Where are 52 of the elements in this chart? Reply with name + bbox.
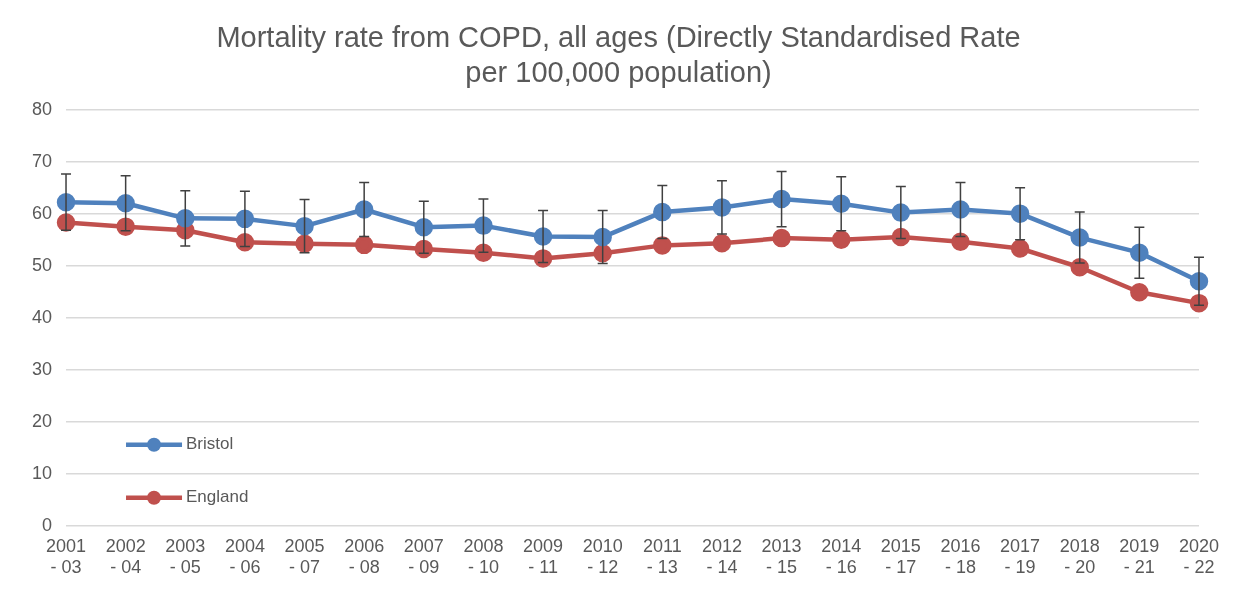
point (593, 227, 612, 247)
y-tick-label: 50 (31, 254, 53, 275)
x-tick-label: 2018 - 20 (1059, 535, 1100, 578)
point (116, 194, 135, 213)
x-tick-label: 2007 - 09 (403, 535, 444, 578)
point (1130, 243, 1149, 262)
x-tick-label: 2008 - 10 (463, 535, 504, 578)
y-tick-label: 60 (31, 202, 53, 223)
point (951, 200, 970, 219)
x-tick-label: 2017 - 19 (1000, 535, 1041, 578)
point (772, 189, 791, 209)
point (772, 228, 791, 248)
point (295, 234, 314, 254)
y-tick-label: 10 (31, 462, 53, 483)
y-tick-label: 30 (31, 358, 53, 379)
point (653, 202, 672, 222)
x-tick-label: 2010 - 12 (582, 535, 623, 578)
legend-label: Bristol (186, 434, 234, 454)
point (712, 234, 732, 253)
x-tick-label: 2001 - 03 (46, 535, 87, 578)
point (831, 230, 851, 249)
x-tick-label: 2011 - 13 (642, 535, 682, 578)
x-tick-label: 2013 - 15 (761, 535, 802, 578)
point (354, 235, 374, 255)
y-tick-label: 20 (31, 410, 53, 431)
x-tick-label: 2006 - 08 (344, 535, 385, 578)
x-tick-label: 2012 - 14 (701, 535, 742, 578)
point (295, 216, 314, 236)
x-tick-label: 2004 - 06 (224, 535, 265, 578)
point (1130, 282, 1149, 302)
x-tick-label: 2003 - 05 (165, 535, 206, 578)
x-tick-label: 2005 - 07 (284, 535, 325, 578)
point (951, 232, 970, 251)
point (653, 236, 672, 255)
y-tick-label: 0 (42, 514, 53, 535)
y-tick-label: 70 (31, 150, 53, 171)
x-tick-label: 2015 - 17 (880, 535, 921, 578)
chart-title: Mortality rate from COPD, all ages (Directly Standardised Rate per 100,000 population) (216, 21, 1021, 89)
point (1070, 228, 1089, 247)
legend-label: England (186, 487, 249, 507)
x-tick-label: 2009 - 11 (523, 535, 564, 578)
x-tick-label: 2020 - 22 (1178, 535, 1219, 578)
point (1010, 239, 1030, 258)
point (474, 216, 493, 235)
x-tick-label: 2016 - 18 (940, 535, 981, 578)
x-tick-label: 2002 - 04 (105, 535, 146, 578)
point (176, 209, 195, 228)
y-tick-label: 80 (31, 98, 53, 119)
x-tick-label: 2019 - 21 (1119, 535, 1160, 578)
point (593, 243, 612, 263)
y-tick-label: 40 (31, 306, 53, 327)
x-tick-label: 2014 - 16 (821, 535, 862, 578)
